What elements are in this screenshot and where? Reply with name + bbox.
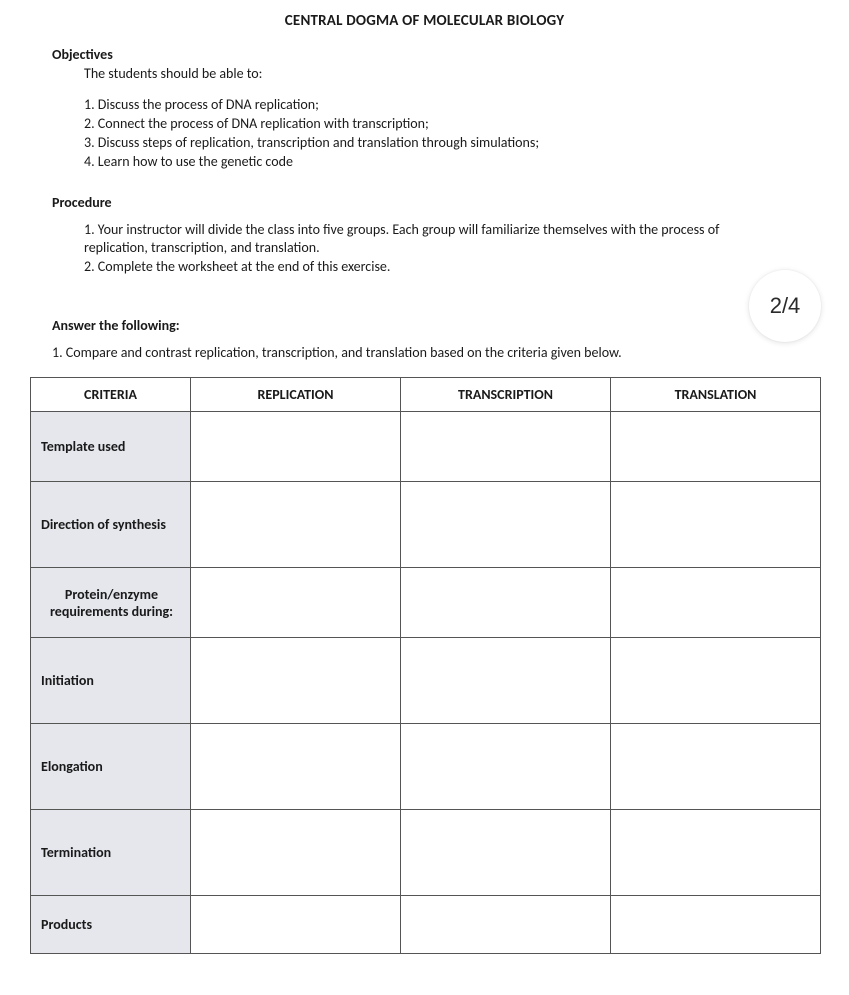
objectives-list: 1. Discuss the process of DNA replicatio…: [84, 96, 831, 172]
list-item: 2. Connect the process of DNA replicatio…: [84, 115, 831, 134]
objectives-intro: The students should be able to:: [84, 65, 831, 82]
table-header: TRANSCRIPTION: [401, 378, 611, 412]
table-cell: [611, 412, 821, 482]
table-cell: [401, 724, 611, 810]
table-row: Protein/enzyme requirements during:: [31, 568, 821, 638]
table-cell: [191, 810, 401, 896]
table-header: TRANSLATION: [611, 378, 821, 412]
table-cell: [611, 810, 821, 896]
table-cell: [191, 638, 401, 724]
criteria-label: Termination: [31, 810, 191, 896]
criteria-label: Template used: [31, 412, 191, 482]
table-cell: [191, 482, 401, 568]
table-body: Template usedDirection of synthesisProte…: [31, 412, 821, 954]
table-cell: [611, 724, 821, 810]
table-cell: [401, 482, 611, 568]
table-cell: [401, 638, 611, 724]
table-cell: [191, 568, 401, 638]
table-cell: [191, 412, 401, 482]
table-cell: [401, 896, 611, 954]
table-row: Initiation: [31, 638, 821, 724]
table-cell: [191, 896, 401, 954]
table-cell: [611, 896, 821, 954]
objectives-heading: Objectives: [52, 46, 831, 63]
table-cell: [611, 482, 821, 568]
table-row: Template used: [31, 412, 821, 482]
table-header: CRITERIA: [31, 378, 191, 412]
criteria-label: Products: [31, 896, 191, 954]
page-number-badge: 2/4: [749, 270, 821, 342]
table-cell: [191, 724, 401, 810]
list-item: 1. Your instructor will divide the class…: [84, 221, 764, 259]
list-item: 2. Complete the worksheet at the end of …: [84, 258, 764, 277]
list-item: 4. Learn how to use the genetic code: [84, 153, 831, 172]
table-cell: [611, 638, 821, 724]
list-item: 1. Discuss the process of DNA replicatio…: [84, 96, 831, 115]
criteria-label: Initiation: [31, 638, 191, 724]
answer-heading: Answer the following:: [52, 317, 831, 334]
table-row: Termination: [31, 810, 821, 896]
procedure-heading: Procedure: [52, 194, 831, 211]
table-cell: [611, 568, 821, 638]
criteria-table: CRITERIA REPLICATION TRANSCRIPTION TRANS…: [30, 377, 821, 954]
table-row: Products: [31, 896, 821, 954]
document-page: CENTRAL DOGMA OF MOLECULAR BIOLOGY Objec…: [0, 0, 849, 964]
table-header: REPLICATION: [191, 378, 401, 412]
table-cell: [401, 568, 611, 638]
table-header-row: CRITERIA REPLICATION TRANSCRIPTION TRANS…: [31, 378, 821, 412]
table-row: Direction of synthesis: [31, 482, 821, 568]
list-item: 3. Discuss steps of replication, transcr…: [84, 134, 831, 153]
table-row: Elongation: [31, 724, 821, 810]
table-cell: [401, 412, 611, 482]
table-cell: [401, 810, 611, 896]
criteria-label: Elongation: [31, 724, 191, 810]
page-title: CENTRAL DOGMA OF MOLECULAR BIOLOGY: [18, 12, 831, 30]
criteria-label: Direction of synthesis: [31, 482, 191, 568]
answer-intro: 1. Compare and contrast replication, tra…: [52, 344, 831, 361]
procedure-list: 1. Your instructor will divide the class…: [84, 221, 764, 278]
criteria-label: Protein/enzyme requirements during:: [31, 568, 191, 638]
